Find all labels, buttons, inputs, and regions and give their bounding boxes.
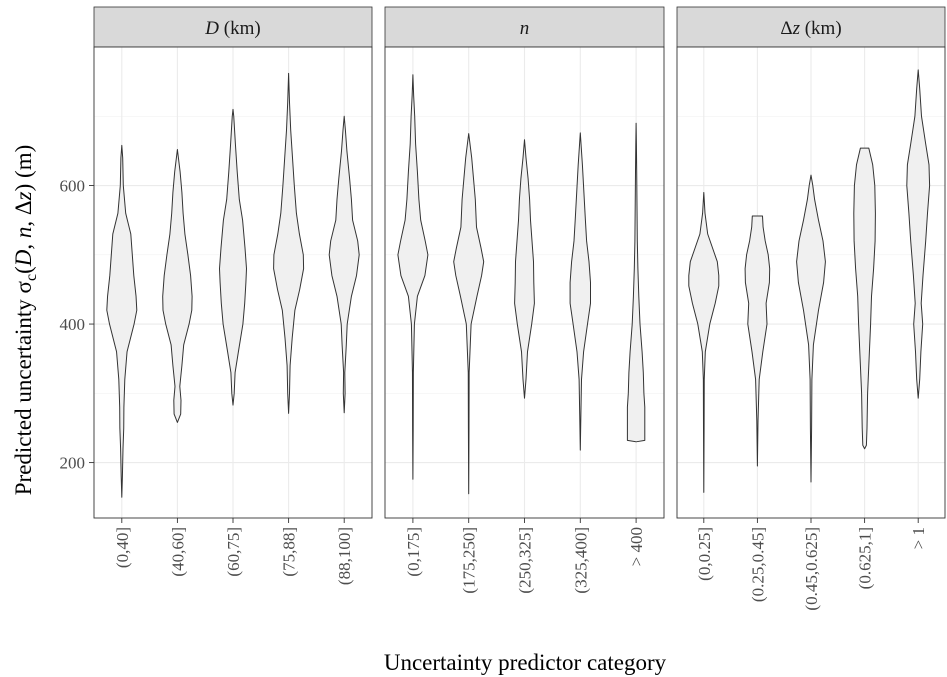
violin-2-1 (744, 215, 771, 467)
violin-2-0 (688, 191, 720, 493)
y-axis-title-sigma: σ (11, 280, 36, 293)
y-axis: 200 400 600 (60, 177, 94, 473)
y-axis-title-close: ) (m) (11, 145, 36, 192)
facet-strip (676, 6, 946, 48)
y-axis-title-prefix: Predicted uncertainty (11, 293, 36, 495)
facet-strip-variable: n (520, 18, 530, 39)
x-tick-label: (0,40] (113, 527, 132, 568)
y-axis-title: Predicted uncertainty σc(D, n, Δz) (m) (11, 145, 40, 496)
facet-strip-label: n (520, 18, 530, 39)
facet-strip-unit: (km) (219, 18, 261, 39)
facet-strip (384, 6, 665, 48)
violin-1-3 (569, 132, 591, 451)
violin-0-2 (219, 108, 247, 406)
x-tick-label: (250,325] (516, 527, 535, 594)
violin-0-3 (273, 72, 305, 414)
x-tick-label: (0.45,0.625] (802, 527, 821, 611)
x-tick-label: (0.625,1] (856, 527, 875, 589)
x-tick-label: (75,88] (280, 527, 299, 577)
violin-2-4 (906, 69, 931, 399)
facet-strip-variable: D (204, 18, 219, 39)
facet-strip-prefix: Δ (780, 18, 792, 39)
violin-2-3 (853, 147, 876, 450)
violin-1-2 (514, 139, 535, 399)
y-tick-label: 600 (60, 177, 86, 196)
x-axis-title: Uncertainty predictor category (384, 650, 667, 675)
x-tick-label: > 400 (627, 527, 646, 566)
facet-strip-variable: z (792, 18, 801, 39)
violin-0-4 (328, 115, 360, 414)
violin-0-1 (162, 149, 193, 423)
panels: D (km) (0,40] (40,60] (60,75] (75,88] (88,100… (93, 6, 946, 611)
facet-strip-label: D (km) (204, 18, 260, 39)
y-tick-label: 400 (60, 315, 86, 334)
panel-2: Δz (km) (0,0.25] (0.25,0.45] (0.45,0.625] (0… (676, 6, 946, 611)
y-axis-title-subscript: c (23, 274, 40, 281)
y-axis-title-delta: Δ (11, 200, 36, 215)
x-tick-label: (325,400] (571, 527, 590, 594)
x-tick-label: (0.25,0.45] (748, 527, 767, 602)
x-tick-label: (88,100] (335, 527, 354, 585)
facet-strip (93, 6, 373, 48)
y-axis-title-comma-1: , (11, 238, 36, 250)
y-tick-label: 200 (60, 454, 86, 473)
facet-strip-label: Δz (km) (780, 18, 841, 39)
y-axis-title-comma-2: , (11, 215, 36, 227)
x-tick-label: (40,60] (168, 527, 187, 577)
facet-strip-unit: (km) (800, 18, 842, 39)
violin-1-1 (453, 133, 485, 495)
y-axis-title-var-z: z (11, 191, 36, 201)
panel-0: D (km) (0,40] (40,60] (60,75] (75,88] (88,100… (93, 6, 373, 585)
x-tick-label: > 1 (909, 527, 928, 549)
violin-1-0 (397, 74, 429, 480)
violin-0-0 (106, 144, 138, 498)
y-axis-title-open-paren: ( (11, 266, 36, 274)
panel-1: n (0,175] (175,250] (250,325] (325,400] > 400 (384, 6, 665, 594)
x-tick-label: (0,0.25] (695, 527, 714, 581)
violin-1-4 (626, 122, 646, 443)
x-tick-label: (175,250] (460, 527, 479, 594)
y-axis-title-var-d: D (11, 249, 36, 267)
x-tick-label: (0,175] (404, 527, 423, 577)
violin-2-2 (796, 174, 826, 483)
x-tick-label: (60,75] (224, 527, 243, 577)
y-axis-title-var-n: n (11, 227, 36, 239)
